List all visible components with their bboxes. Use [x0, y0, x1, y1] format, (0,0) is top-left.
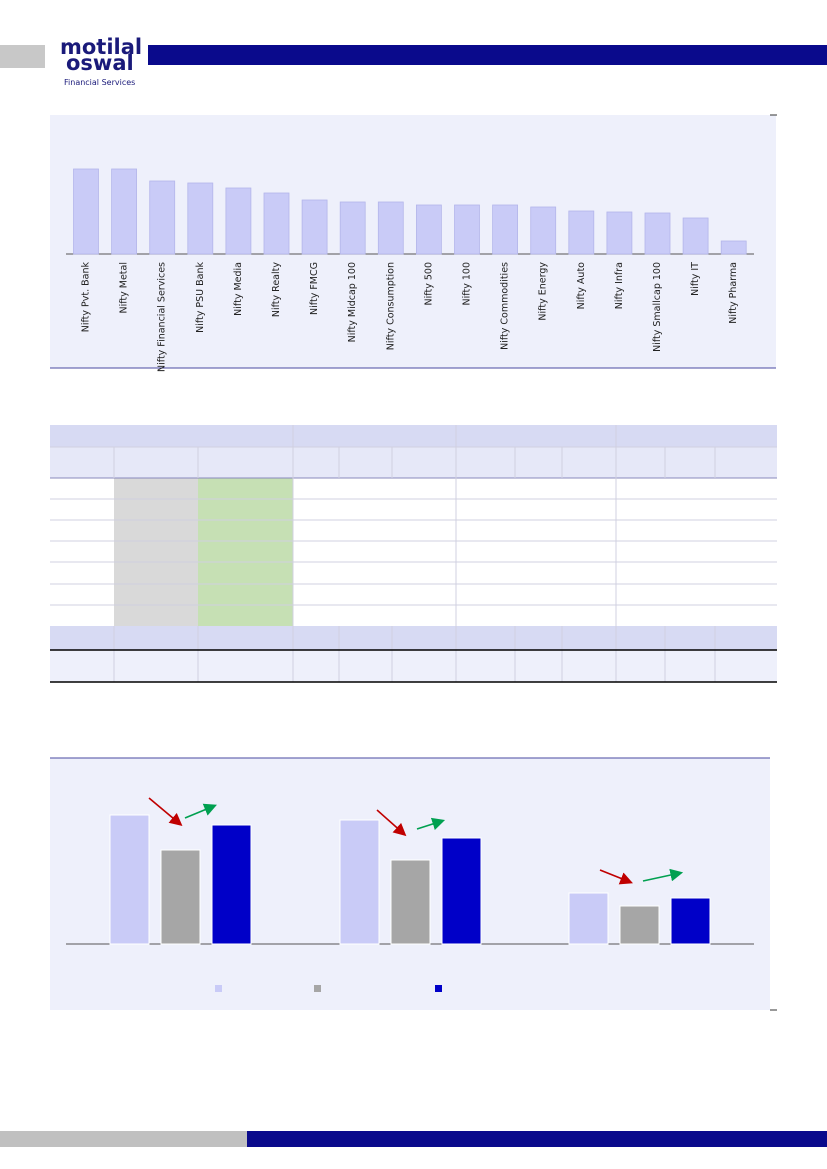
- bar: [211, 824, 252, 945]
- bar: [301, 199, 328, 255]
- x-tick-label: Nifty Auto: [576, 262, 587, 310]
- x-tick-label: Nifty Commodities: [500, 262, 511, 350]
- x-tick-label: Nifty FMCG: [309, 262, 320, 315]
- bar: [441, 837, 482, 945]
- x-tick-label: Nifty Midcap 100: [347, 262, 358, 342]
- footer-grey: [0, 1131, 247, 1147]
- bar: [390, 859, 431, 945]
- bar: [187, 182, 214, 255]
- bar: [263, 192, 290, 255]
- bar: [339, 201, 366, 255]
- bar: [454, 204, 480, 255]
- x-tick-label: Nifty Consumption: [385, 262, 396, 350]
- x-tick-label: Nifty PSU Bank: [195, 262, 206, 333]
- bar: [377, 201, 404, 255]
- bar: [682, 217, 709, 255]
- table-subheader-row: [50, 447, 777, 478]
- legend-swatch: [314, 985, 321, 992]
- x-tick-label: Nifty Pvt. Bank: [81, 262, 92, 333]
- bar: [73, 168, 99, 255]
- bar: [109, 814, 150, 945]
- x-tick-label: Nifty Infra: [614, 262, 625, 309]
- header-bar: [148, 45, 827, 65]
- table: [50, 425, 777, 683]
- logo-tagline: Financial Services: [64, 78, 135, 87]
- bar: [225, 187, 252, 255]
- bar: [644, 212, 671, 255]
- footer-bar: [247, 1131, 827, 1147]
- x-tick-label: Nifty Media: [233, 262, 244, 316]
- legend-swatch: [215, 985, 222, 992]
- x-tick-label: Nifty Pharma: [728, 262, 739, 324]
- header-grey-block: [0, 45, 45, 68]
- x-tick-label: Nifty Energy: [538, 262, 549, 321]
- x-tick-label: Nifty Realty: [271, 262, 282, 317]
- x-tick-label: Nifty 100: [462, 262, 473, 305]
- bar: [720, 240, 747, 255]
- bar: [492, 204, 519, 255]
- bar: [619, 905, 660, 945]
- x-tick-label: Nifty 500: [423, 262, 434, 305]
- bar: [339, 819, 380, 945]
- table-grey-column: [114, 478, 198, 626]
- x-tick-label: Nifty IT: [690, 262, 701, 296]
- table-grid: [50, 425, 777, 682]
- bar: [111, 168, 137, 255]
- table-footer-row: [50, 650, 777, 682]
- table-total-row: [50, 626, 777, 650]
- x-tick-label: Nifty Financial Services: [157, 262, 168, 372]
- bar: [606, 211, 633, 255]
- bar: [530, 206, 557, 255]
- bar: [415, 204, 442, 255]
- logo-line-2: oswal: [66, 51, 134, 75]
- legend-swatch: [435, 985, 442, 992]
- x-tick-label: Nifty Smallcap 100: [652, 262, 663, 352]
- bar: [670, 897, 711, 945]
- trend-arrows: [148, 797, 684, 885]
- bar: [149, 180, 176, 255]
- table-header-row: [50, 425, 777, 447]
- bar: [568, 210, 595, 255]
- table-green-column: [198, 478, 293, 626]
- bar: [160, 849, 201, 945]
- logo-line-1: motilal: [60, 35, 142, 59]
- x-tick-label: Nifty Metal: [119, 262, 130, 314]
- bar: [568, 892, 609, 945]
